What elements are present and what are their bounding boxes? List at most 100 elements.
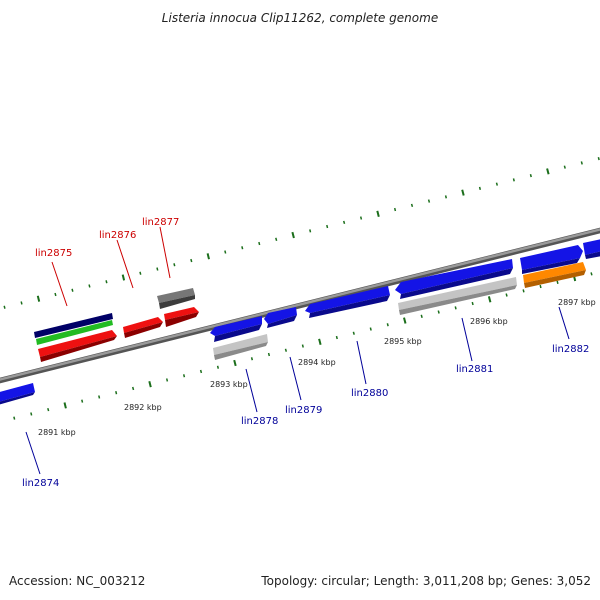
inner-tick-mark (267, 352, 271, 357)
inner-tick-mark (335, 335, 338, 340)
gene-feature-lin2876[interactable] (123, 317, 163, 338)
outer-tick-mark (309, 229, 312, 233)
outer-tick-mark (258, 241, 261, 246)
gene-label-lin2874[interactable]: lin2874 (22, 478, 59, 489)
inner-tick-mark (369, 327, 372, 331)
inner-tick-mark (352, 331, 355, 335)
inner-tick-mark (301, 344, 304, 348)
kbp-label: 2895 kbp (384, 337, 422, 346)
accession-text: Accession: NC_003212 (9, 574, 146, 588)
gene-feature-lin2875-red[interactable] (38, 330, 117, 362)
outer-tick-mark (241, 246, 244, 250)
gene-feature-lin2875-green[interactable] (36, 320, 113, 345)
kbp-label: 2893 kbp (210, 380, 248, 389)
kbp-label: 2897 kbp (558, 298, 596, 307)
gene-label-lin2882[interactable]: lin2882 (552, 344, 589, 355)
gene-feature-lin2875-navy[interactable] (34, 313, 113, 338)
gene-feature-lin2880[interactable] (305, 286, 390, 318)
kbp-label: 2894 kbp (298, 358, 336, 367)
outer-tick-mark (224, 250, 227, 254)
gene-label-lin2880[interactable]: lin2880 (351, 388, 388, 399)
outer-tick-mark (54, 292, 57, 297)
outer-tick-mark (275, 237, 278, 241)
outer-tick-mark (580, 161, 583, 165)
outer-tick-mark (139, 271, 142, 275)
gene-feature-lin2877-gray[interactable] (157, 288, 195, 309)
inner-tick-mark (487, 296, 492, 303)
kbp-labels: 2891 kbp 2892 kbp 2893 kbp 2894 kbp 2895… (38, 298, 596, 437)
outer-tick-mark (173, 263, 176, 267)
gene-feature-lin2881[interactable] (395, 259, 513, 299)
inner-tick-mark (81, 399, 84, 403)
inner-tick-mark (199, 369, 203, 374)
inner-tick-mark (182, 374, 186, 378)
outer-tick-mark (427, 199, 431, 203)
outer-tick-mark (563, 165, 566, 169)
inner-tick-mark (284, 348, 288, 352)
inner-tick-mark (115, 391, 118, 395)
outer-tick-mark (359, 216, 363, 220)
gene-feature-lin2882[interactable] (520, 245, 583, 274)
gene-feature-lin2878[interactable] (210, 316, 262, 342)
gene-feature-lin2878-gray[interactable] (213, 334, 268, 360)
gene-labels: lin2875 lin2876 lin2877 lin2874 lin2878 … (22, 217, 589, 489)
outer-tick-mark (376, 210, 380, 217)
inner-tick-mark (131, 386, 135, 391)
gene-feature-lin2874[interactable] (0, 383, 35, 405)
inner-tick-mark (403, 317, 407, 324)
inner-tick-mark (318, 338, 322, 345)
outer-tick-mark (512, 178, 515, 182)
inner-tick-mark (505, 293, 508, 297)
outer-tick-mark (190, 258, 193, 263)
gene-label-lin2877[interactable]: lin2877 (142, 217, 179, 228)
kbp-label: 2892 kbp (124, 403, 162, 412)
gene-features (0, 239, 600, 405)
outer-tick-mark (121, 274, 126, 281)
inner-tick-mark (250, 357, 254, 361)
gene-feature-lin2882-orange[interactable] (523, 262, 586, 288)
inner-tick-mark (148, 381, 152, 388)
outer-tick-mark (461, 189, 465, 196)
outer-tick-mark (342, 220, 346, 224)
inner-tick-mark (539, 284, 542, 289)
outer-tick-mark (444, 195, 448, 199)
outer-tick-mark (88, 284, 91, 288)
inner-tick-mark (233, 359, 237, 367)
label-leaders (25, 226, 570, 475)
gene-label-lin2875[interactable]: lin2875 (35, 248, 72, 259)
outer-tick-mark (597, 157, 600, 161)
inner-tick-mark (47, 408, 50, 412)
outer-tick-mark (20, 301, 23, 305)
outer-tick-mark (105, 280, 108, 284)
outer-tick-mark (291, 231, 295, 239)
gene-label-lin2878[interactable]: lin2878 (241, 416, 278, 427)
map-title: Listeria innocua Clip11262, complete gen… (162, 11, 438, 25)
outer-tick-mark (393, 207, 397, 212)
gene-label-lin2876[interactable]: lin2876 (99, 230, 136, 241)
outer-tick-ring (3, 157, 600, 309)
outer-tick-mark (495, 182, 499, 186)
outer-tick-mark (156, 267, 159, 271)
outer-tick-mark (36, 295, 41, 302)
gene-label-lin2881[interactable]: lin2881 (456, 364, 493, 375)
inner-tick-mark (471, 301, 474, 306)
inner-tick-mark (386, 323, 389, 327)
gene-feature-lin2877[interactable] (164, 307, 199, 327)
genome-backbone (0, 227, 600, 384)
gene-feature-right-edge[interactable] (583, 239, 600, 259)
outer-tick-mark (71, 288, 74, 292)
gene-feature-lin2881-gray[interactable] (398, 277, 517, 315)
inner-tick-mark (30, 412, 33, 416)
gene-label-lin2879[interactable]: lin2879 (285, 405, 322, 416)
inner-tick-mark (216, 365, 220, 369)
inner-tick-mark (13, 416, 16, 420)
outer-tick-mark (546, 168, 550, 175)
gene-feature-lin2879[interactable] (264, 307, 297, 328)
inner-tick-mark (522, 289, 525, 293)
inner-tick-mark (556, 280, 559, 284)
outer-tick-mark (529, 174, 532, 178)
inner-tick-mark (454, 306, 457, 310)
genome-summary-text: Topology: circular; Length: 3,011,208 bp… (261, 574, 591, 588)
inner-tick-mark (590, 272, 593, 276)
